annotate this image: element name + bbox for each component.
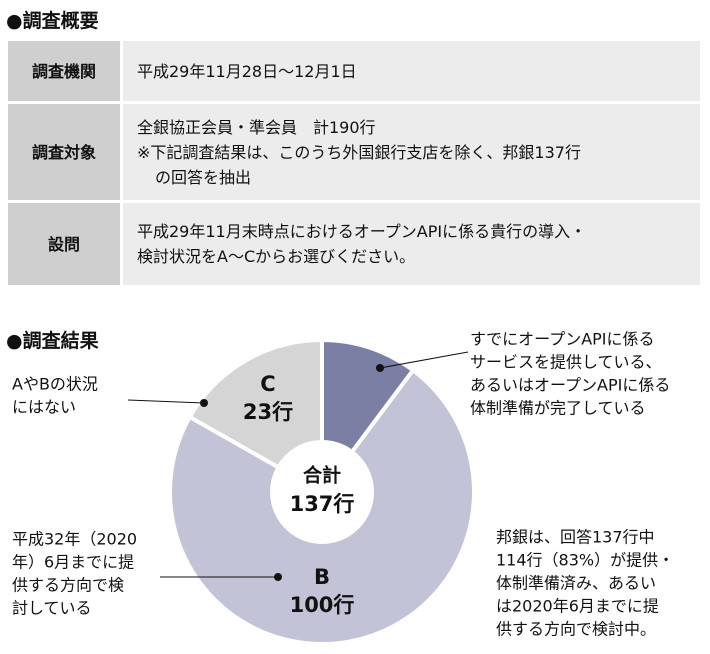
annotation-text: 討している bbox=[12, 599, 92, 618]
annotation-text: AやBの状況 bbox=[12, 375, 98, 394]
row-text: 全銀協正会員・準会員 計190行 bbox=[137, 117, 376, 137]
annotation-text: 平成32年（2020 bbox=[12, 530, 137, 549]
table-row: 設問 平成29年11月末時点におけるオープンAPIに係る貴行の導入・ 検討状況をA～… bbox=[8, 203, 700, 285]
annotation-text: すでにオープンAPIに係る bbox=[470, 330, 655, 349]
section-title: ●調査結果 bbox=[6, 330, 99, 352]
segment-label: C bbox=[260, 372, 275, 396]
row-text: 平成29年11月末時点におけるオープンAPIに係る貴行の導入・ bbox=[137, 222, 587, 241]
note-text: 邦銀は、回答137行中 bbox=[496, 528, 655, 547]
row-label: 調査機関 bbox=[8, 41, 123, 101]
segment-value-label: 23行 bbox=[243, 400, 293, 424]
note-text: 114行（83%）が提供・ bbox=[496, 551, 674, 570]
note-text: 供する方向で検討中。 bbox=[496, 620, 656, 639]
section-title: ●調査概要 bbox=[6, 10, 99, 32]
donut-segment bbox=[187, 337, 324, 471]
overview-table: 調査機関 平成29年11月28日～12月1日 調査対象 全銀協正会員・準会員 計190… bbox=[8, 38, 700, 288]
leader-dot bbox=[200, 399, 208, 407]
segment-value-label: 100行 bbox=[290, 593, 355, 617]
annotation-text: あるいはオープンAPIに係る bbox=[470, 376, 670, 395]
leader-dot bbox=[274, 573, 282, 581]
row-content: 平成29年11月末時点におけるオープンAPIに係る貴行の導入・ 検討状況をA～Cか… bbox=[123, 203, 700, 285]
row-content: 全銀協正会員・準会員 計190行 ※下記調査結果は、このうち外国銀行支店を除く、邦… bbox=[123, 104, 700, 200]
donut-segment bbox=[168, 367, 476, 646]
table-row: 調査対象 全銀協正会員・準会員 計190行 ※下記調査結果は、このうち外国銀行支店を… bbox=[8, 104, 700, 200]
annotation-text: 体制準備が完了している bbox=[470, 399, 646, 418]
row-label: 設問 bbox=[8, 203, 123, 285]
table-row: 調査機関 平成29年11月28日～12月1日 bbox=[8, 41, 700, 101]
segment-label: B bbox=[314, 565, 330, 589]
center-total: 137行 bbox=[290, 492, 355, 516]
leader-dot bbox=[376, 364, 384, 372]
annotation-text: サービスを提供している、 bbox=[470, 353, 662, 372]
row-text: の回答を抽出 bbox=[155, 167, 252, 187]
leader-line bbox=[127, 399, 205, 404]
row-label: 調査対象 bbox=[8, 104, 123, 200]
annotation-text: 年）6月までに提 bbox=[12, 553, 134, 572]
row-text: 検討状況をA～Cからお選びください。 bbox=[137, 247, 416, 266]
annotation-text: にはない bbox=[12, 398, 76, 417]
row-content: 平成29年11月28日～12月1日 bbox=[123, 41, 700, 101]
leader-line bbox=[379, 351, 469, 369]
center-title: 合計 bbox=[303, 464, 341, 487]
row-text: 平成29年11月28日～12月1日 bbox=[137, 61, 357, 81]
annotation-text: 供する方向で検 bbox=[12, 576, 124, 595]
row-text: ※下記調査結果は、このうち外国銀行支店を除く、邦銀137行 bbox=[137, 142, 581, 162]
note-text: 体制準備済み、あるい bbox=[496, 574, 656, 593]
note-text: は2020年6月までに提 bbox=[496, 597, 659, 616]
